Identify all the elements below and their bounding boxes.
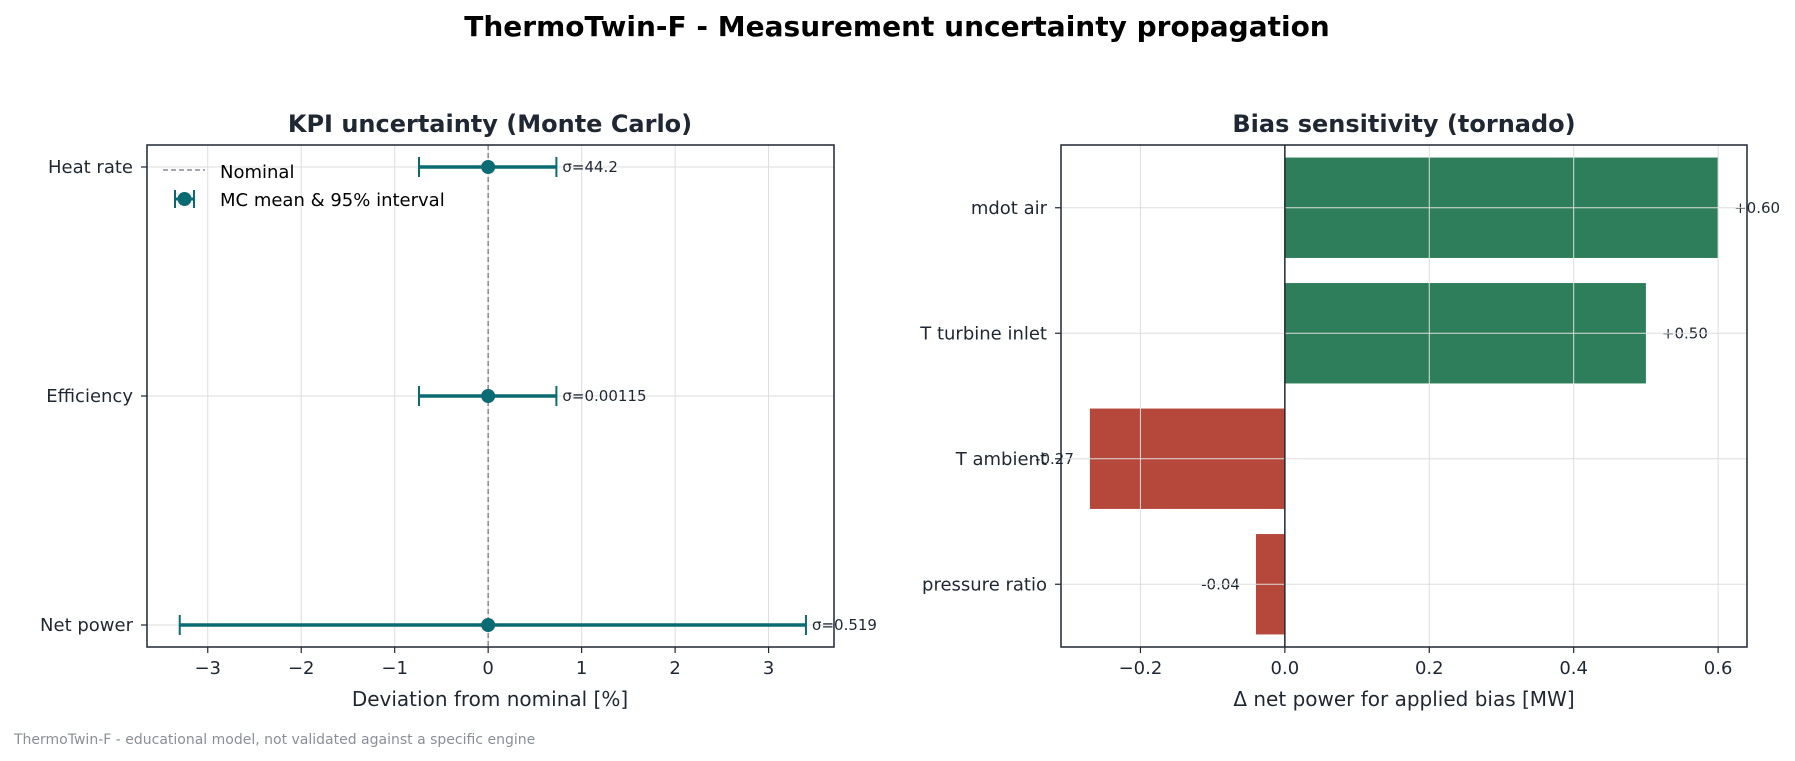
left-x-axis-label: Deviation from nominal [%] — [352, 687, 628, 711]
right-x-axis-label: Δ net power for applied bias [MW] — [1233, 687, 1574, 711]
right-y-tick-label: T turbine inlet — [919, 323, 1047, 344]
legend-mean-marker — [177, 192, 192, 206]
left-x-tick-label: 2 — [669, 658, 680, 679]
right-x-tick-label: −0.2 — [1119, 658, 1163, 679]
figure-title: ThermoTwin-F - Measurement uncertainty p… — [464, 10, 1329, 43]
left-legend: Nominal MC mean & 95% interval — [163, 162, 445, 211]
left-y-tick-label: Net power — [40, 615, 134, 636]
legend-mc-label: MC mean & 95% interval — [220, 190, 445, 211]
bar-value-label: -0.27 — [1035, 450, 1074, 468]
left-y-tick-label: Heat rate — [48, 157, 133, 178]
footnote: ThermoTwin-F - educational model, not va… — [13, 732, 535, 748]
left-ticks: −3 −2 −1 0 1 2 3 Heat rate Efficiency Net power — [40, 157, 774, 679]
right-x-tick-label: 0.2 — [1415, 658, 1444, 679]
left-axes-frame — [146, 144, 835, 648]
left-x-tick-label: −3 — [194, 658, 221, 679]
right-y-tick-label: pressure ratio — [922, 574, 1047, 595]
right-panel-title: Bias sensitivity (tornado) — [1232, 110, 1575, 138]
left-marks: σ=44.2 σ=0.00115 σ=0.519 — [178, 145, 877, 647]
left-y-tick-label: Efficiency — [46, 386, 133, 407]
right-y-tick-label: mdot air — [971, 198, 1048, 219]
bar-value-label: +0.60 — [1734, 199, 1780, 217]
right-ticks: −0.2 0.0 0.2 0.4 0.6 mdot air T turbine inlet T… — [919, 198, 1732, 679]
right-axes-frame — [1060, 144, 1748, 648]
bias-sensitivity-panel: Bias sensitivity (tornado) +0.60+0.50-0.… — [919, 110, 1780, 711]
left-x-tick-label: −2 — [288, 658, 315, 679]
sigma-label: σ=44.2 — [562, 158, 617, 176]
kpi-uncertainty-panel: KPI uncertainty (Monte Carlo) σ=44.2 σ=0.… — [40, 110, 877, 711]
mc-mean-point — [481, 160, 496, 174]
sigma-label: σ=0.519 — [812, 616, 877, 634]
left-x-tick-label: 3 — [763, 658, 774, 679]
mc-mean-point — [481, 389, 496, 403]
sigma-label: σ=0.00115 — [562, 387, 646, 405]
left-x-tick-label: −1 — [381, 658, 408, 679]
right-marks: +0.60+0.50-0.27-0.04 — [1035, 145, 1780, 647]
left-panel-title: KPI uncertainty (Monte Carlo) — [288, 110, 692, 138]
left-x-tick-label: 1 — [576, 658, 587, 679]
left-x-tick-label: 0 — [482, 658, 493, 679]
right-x-tick-label: 0.6 — [1704, 658, 1733, 679]
right-y-tick-label: T ambient — [955, 449, 1047, 470]
legend-nominal-label: Nominal — [220, 162, 294, 183]
right-x-tick-label: 0.0 — [1271, 658, 1300, 679]
mc-mean-point — [481, 618, 496, 632]
right-x-tick-label: 0.4 — [1559, 658, 1588, 679]
